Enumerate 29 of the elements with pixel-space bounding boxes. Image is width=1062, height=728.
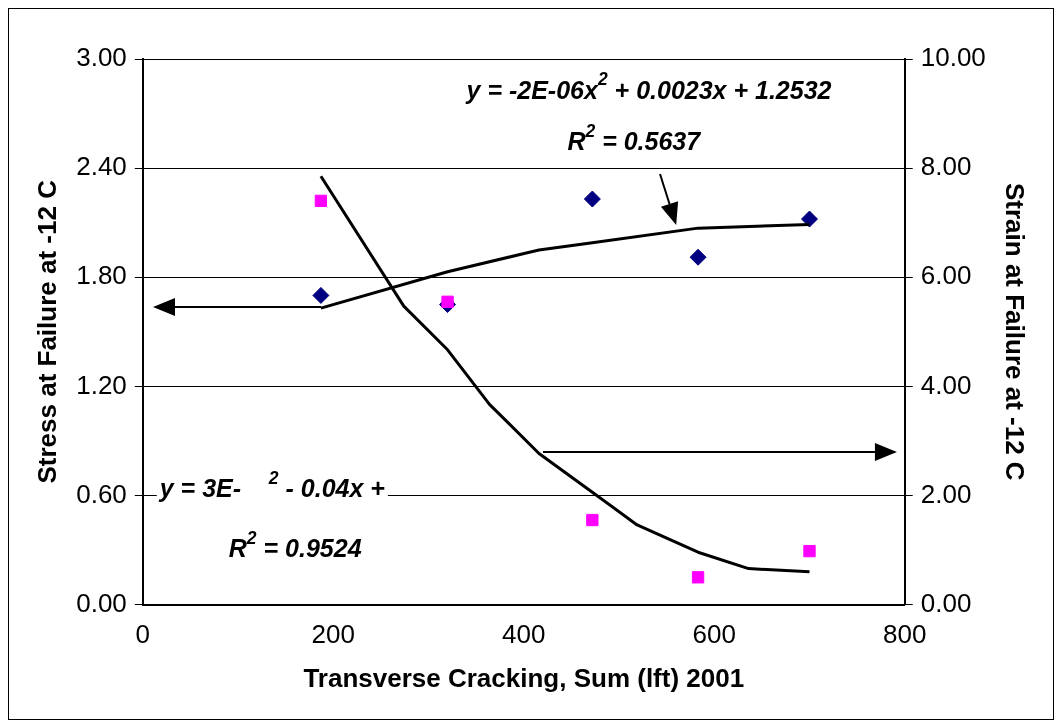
point <box>803 544 816 558</box>
y2-axis-title: Strain at Failure at -12 C <box>1000 182 1031 481</box>
y2-tick-label: 10.00 <box>920 42 986 73</box>
point <box>583 190 601 208</box>
x-axis-title: Transverse Cracking, Sum (lft) 2001 <box>303 662 745 693</box>
y-tick-label: 1.80 <box>76 260 127 291</box>
y2-tick-label: 2.00 <box>920 478 972 509</box>
x-tick-label: 200 <box>311 619 355 650</box>
y-tick-label: 0.60 <box>76 478 127 509</box>
y-tick-label: 1.20 <box>76 369 127 400</box>
point <box>801 210 818 228</box>
point <box>691 571 705 584</box>
y2-tick-label: 8.00 <box>920 151 972 182</box>
x-tick-label: 0 <box>135 619 151 650</box>
point <box>586 513 599 527</box>
y2-tick-label: 4.00 <box>920 369 972 400</box>
point <box>689 248 707 266</box>
y-tick-label: 3.00 <box>76 42 127 73</box>
y2-tick-label: 0.00 <box>920 587 972 618</box>
y-tick-label: 0.00 <box>76 587 127 618</box>
point <box>312 286 330 304</box>
x-tick-label: 800 <box>883 619 927 650</box>
x-tick-label: 600 <box>692 619 736 650</box>
y-axis-title: Stress at Failure at -12 C <box>31 179 62 484</box>
annotation: y = 3E- 2 - 0.04x + <box>157 467 386 502</box>
x-tick-label: 400 <box>502 619 546 650</box>
point <box>314 194 328 208</box>
y-tick-label: 2.40 <box>76 151 127 182</box>
y2-tick-label: 6.00 <box>920 260 972 291</box>
